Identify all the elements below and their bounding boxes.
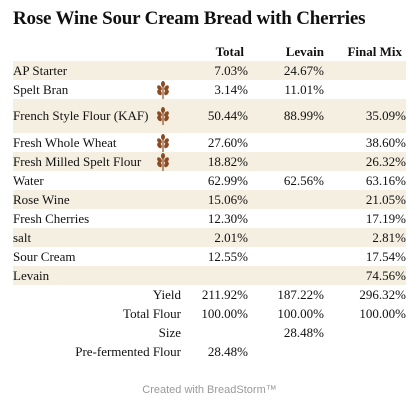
total-percent: 27.60% (207, 134, 248, 150)
summary-levain: 187.22% (277, 286, 324, 302)
final-mix-percent: 38.60% (365, 134, 406, 150)
col-header-name (13, 42, 181, 61)
summary-final-mix: 100.00% (359, 305, 406, 321)
ingredient-row: Fresh Whole Wheat 27.60% 38.60% (13, 133, 406, 152)
total-percent: 3.14% (214, 81, 248, 97)
summary-final-mix (332, 323, 406, 342)
ingredient-row: Sour Cream 12.55% 17.54% (13, 247, 406, 266)
final-mix-percent (332, 80, 406, 99)
ingredient-name: Fresh Cherries (13, 210, 90, 226)
final-mix-percent: 17.19% (365, 210, 406, 226)
ingredient-row: Water 62.99% 62.56% 63.16% (13, 171, 406, 190)
total-percent (181, 266, 248, 285)
summary-levain: 100.00% (277, 305, 324, 321)
total-percent: 7.03% (181, 61, 248, 80)
ingredient-name-cell: Fresh Whole Wheat (13, 133, 181, 152)
final-mix-percent (332, 61, 406, 80)
final-mix-percent: 17.54% (365, 248, 406, 264)
ingredient-name: Fresh Whole Wheat (13, 134, 117, 150)
ingredient-name-cell: Rose Wine (13, 190, 181, 209)
ingredient-name-cell: Levain (13, 266, 181, 285)
summary-total: 211.92% (201, 286, 248, 302)
ingredient-name: Levain (13, 267, 50, 283)
recipe-table: Total Levain Final Mix AP Starter 7.03% 24… (13, 42, 406, 361)
final-mix-percent: 74.56% (332, 266, 406, 285)
col-header-levain: Levain (285, 43, 324, 59)
final-mix-percent: 26.32% (332, 152, 406, 171)
grain-icon (155, 107, 171, 125)
ingredient-name: Rose Wine (13, 191, 70, 207)
final-mix-percent: 35.09% (332, 99, 406, 133)
ingredient-name-cell: Spelt Bran (13, 80, 181, 99)
grain-icon (155, 152, 171, 171)
ingredient-name-cell: Fresh Milled Spelt Flour (13, 152, 181, 171)
final-mix-percent: 2.81% (332, 228, 406, 247)
total-percent: 12.30% (207, 210, 248, 226)
ingredient-name: Sour Cream (13, 248, 76, 264)
ingredient-row: Fresh Milled Spelt Flour 18.82% 26.32% (13, 152, 406, 171)
ingredient-row: French Style Flour (KAF) 50.44% 88.99% 35.0… (13, 99, 406, 133)
summary-final-mix: 296.32% (359, 286, 406, 302)
total-percent: 18.82% (181, 152, 248, 171)
summary-total (181, 323, 248, 342)
ingredient-row: Fresh Cherries 12.30% 17.19% (13, 209, 406, 228)
grain-icon (155, 133, 171, 152)
summary-label: Size (158, 324, 181, 340)
total-percent: 15.06% (181, 190, 248, 209)
total-percent: 12.55% (207, 248, 248, 264)
total-percent: 50.44% (181, 99, 248, 133)
summary-label: Yield (152, 286, 181, 302)
ingredient-name-cell: French Style Flour (KAF) (13, 99, 181, 133)
ingredient-name: Water (13, 172, 44, 188)
levain-percent (248, 209, 332, 228)
ingredient-name: AP Starter (13, 62, 68, 78)
levain-percent (248, 190, 332, 209)
levain-percent (248, 228, 332, 247)
levain-percent: 88.99% (248, 99, 332, 133)
ingredient-name-cell: Water (13, 171, 181, 190)
ingredient-name: Spelt Bran (13, 81, 69, 97)
summary-row: Size 28.48% (13, 323, 406, 342)
ingredient-row: Levain 74.56% (13, 266, 406, 285)
recipe-title: Rose Wine Sour Cream Bread with Cherries (13, 8, 366, 29)
header-row: Total Levain Final Mix (13, 42, 406, 61)
ingredient-name: French Style Flour (KAF) (13, 108, 149, 123)
ingredient-row: Spelt Bran 3.14% 11.01% (13, 80, 406, 99)
ingredient-row: Rose Wine 15.06% 21.05% (13, 190, 406, 209)
final-mix-percent: 63.16% (365, 172, 406, 188)
final-mix-percent: 21.05% (332, 190, 406, 209)
grain-icon (155, 80, 171, 99)
levain-percent (248, 152, 332, 171)
total-percent: 62.99% (207, 172, 248, 188)
col-header-final-mix: Final Mix (347, 43, 402, 59)
summary-final-mix (332, 342, 406, 361)
ingredient-name-cell: AP Starter (13, 61, 181, 80)
levain-percent (248, 266, 332, 285)
ingredient-name-cell: Fresh Cherries (13, 209, 181, 228)
summary-row: Total Flour 100.00% 100.00% 100.00% (13, 304, 406, 323)
col-header-total: Total (215, 43, 244, 59)
ingredient-row: salt 2.01% 2.81% (13, 228, 406, 247)
levain-percent: 24.67% (248, 61, 332, 80)
ingredient-name-cell: Sour Cream (13, 247, 181, 266)
ingredient-name: Fresh Milled Spelt Flour (13, 153, 142, 169)
levain-percent: 11.01% (284, 81, 324, 97)
summary-row: Yield 211.92% 187.22% 296.32% (13, 285, 406, 304)
summary-total: 28.48% (207, 343, 248, 359)
ingredient-name: salt (13, 229, 32, 245)
levain-percent (248, 247, 332, 266)
total-percent: 2.01% (181, 228, 248, 247)
summary-row: Pre-fermented Flour 28.48% (13, 342, 406, 361)
ingredient-name-cell: salt (13, 228, 181, 247)
summary-levain (248, 342, 332, 361)
levain-percent (248, 133, 332, 152)
summary-total: 100.00% (201, 305, 248, 321)
footer-credit: Created with BreadStorm™ (142, 384, 277, 396)
summary-label: Total Flour (123, 305, 181, 321)
summary-label: Pre-fermented Flour (75, 343, 181, 359)
levain-percent: 62.56% (283, 172, 324, 188)
summary-levain: 28.48% (283, 324, 324, 340)
ingredient-row: AP Starter 7.03% 24.67% (13, 61, 406, 80)
